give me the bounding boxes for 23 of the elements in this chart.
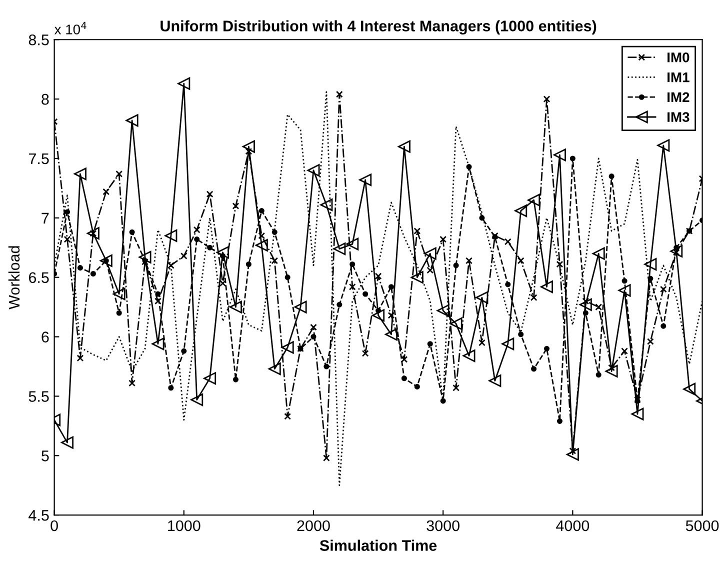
x-tick-label: 4000: [556, 520, 590, 532]
x-axis-title: Simulation Time: [320, 540, 437, 551]
legend-label: IM0: [668, 52, 690, 62]
x-tick-label: 3000: [426, 520, 460, 532]
chart-title: Uniform Distribution with 4 Interest Managers (1000 entities): [160, 20, 596, 35]
y-tick-label: 7.5: [28, 154, 49, 164]
legend-label: IM2: [668, 92, 690, 102]
text: x 10$^{4}$: [54, 22, 86, 34]
legend-label: IM1: [668, 72, 690, 82]
x-tick-label: 2000: [297, 520, 330, 532]
y-tick-label: 7: [42, 212, 49, 224]
x-tick-label: 0: [50, 520, 58, 532]
y-tick-label: 5: [42, 450, 49, 462]
y-tick-label: 4.5: [28, 510, 49, 521]
y-tick-label: 6: [42, 332, 49, 342]
legend-label: IM3: [668, 112, 690, 122]
y-tick-label: 8: [42, 94, 49, 105]
x-tick-label: 5000: [686, 520, 719, 532]
y-tick-label: 6.5: [28, 272, 49, 284]
y-tick-label: 8.5: [28, 34, 49, 46]
x-tick-label: 1000: [168, 520, 200, 532]
y-tick-label: 5.5: [28, 391, 49, 402]
y-axis-title: Workload: [8, 246, 20, 310]
